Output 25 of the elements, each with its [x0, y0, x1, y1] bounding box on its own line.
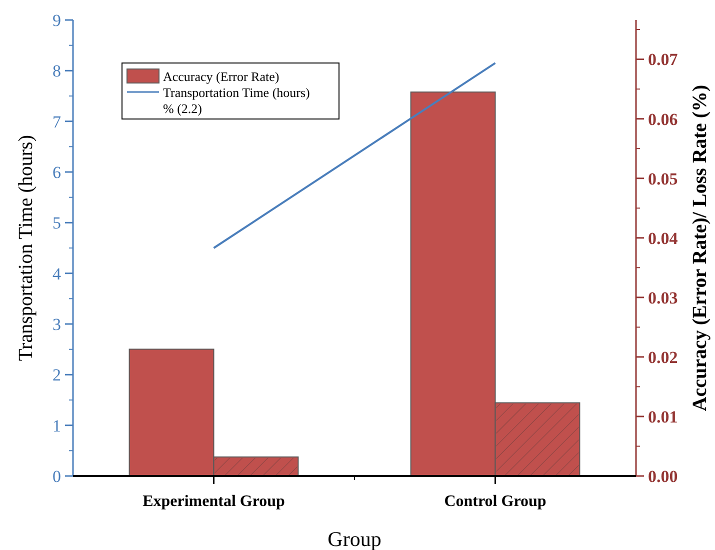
- y2-tick-label: 0.00: [648, 466, 678, 486]
- y-tick-label: 4: [52, 264, 62, 284]
- x-tick-label: Experimental Group: [142, 493, 286, 510]
- y2-tick-label: 0.04: [648, 228, 678, 248]
- y-tick-label: 3: [52, 314, 61, 334]
- y-tick-label: 5: [52, 214, 61, 233]
- y-axis-title: Transportation Time (hours): [15, 135, 37, 361]
- y-tick-label: 1: [52, 416, 61, 436]
- legend-label: Accuracy (Error Rate): [163, 69, 280, 84]
- y2-tick-label: 0.01: [648, 407, 678, 426]
- y2-tick-label: 0.06: [648, 110, 678, 129]
- y2-tick-label: 0.05: [648, 169, 678, 188]
- annotation: % (2.2): [163, 101, 202, 116]
- y2-tick-label: 0.07: [648, 50, 678, 70]
- y2-tick-label: 0.02: [648, 348, 678, 367]
- y-tick-label: 6: [52, 162, 61, 182]
- y-tick-label: 7: [52, 112, 62, 132]
- y-tick-label: 2: [52, 366, 61, 385]
- y2-tick-label: 0.03: [648, 288, 678, 308]
- x-tick-label: Control Group: [444, 493, 546, 510]
- y-tick-label: 9: [52, 10, 61, 30]
- y-tick-label: 0: [52, 466, 61, 486]
- y2-axis-title: Accuracy (Error Rate)/ Loss Rate (%): [689, 84, 711, 412]
- legend-label: Transportation Time (hours): [163, 85, 310, 100]
- y-tick-label: 8: [52, 62, 61, 81]
